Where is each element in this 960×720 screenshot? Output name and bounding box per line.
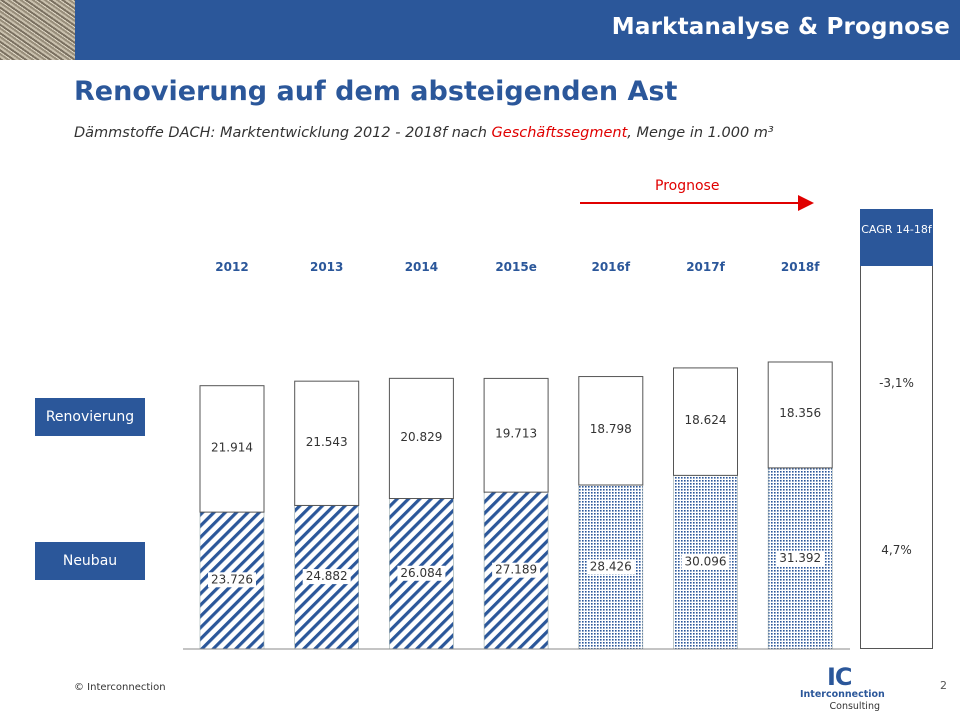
bar-renovierung-2016f: [578, 376, 644, 486]
bar-neubau-2012: [199, 511, 265, 650]
data-label-renovierung-2014: 20.829: [400, 430, 442, 444]
subtitle: Dämmstoffe DACH: Marktentwicklung 2012 -…: [74, 125, 774, 141]
header-title: Marktanalyse & Prognose: [611, 14, 950, 40]
data-label-neubau-2013: 24.882: [306, 569, 348, 583]
cagr-box: [860, 209, 933, 649]
subtitle-pre: Dämmstoffe DACH: Marktentwicklung 2012 -…: [74, 125, 492, 141]
subtitle-highlight: Geschäftssegment: [491, 125, 628, 141]
header-bar: Marktanalyse & Prognose: [0, 0, 960, 60]
cagr-renovierung: -3,1%: [879, 376, 914, 390]
prognose-label: Prognose: [655, 178, 720, 194]
cagr-neubau: 4,7%: [881, 543, 912, 557]
renovierung-label: Renovierung: [35, 398, 145, 436]
data-label-renovierung-2017f: 18.624: [685, 413, 727, 427]
neubau-label: Neubau: [35, 542, 145, 580]
data-label-neubau-2015e: 27.189: [495, 563, 537, 577]
bar-neubau-2013: [294, 505, 360, 650]
tick-label-2016f: 2016f: [591, 260, 630, 274]
bar-renovierung-2018f: [767, 361, 833, 469]
bar-neubau-2018f: [767, 467, 833, 650]
tick-label-2012: 2012: [215, 260, 248, 274]
logo-mark: IC: [827, 663, 853, 691]
logo-line2: Consulting: [829, 701, 881, 712]
tick-label-2017f: 2017f: [686, 260, 725, 274]
data-label-neubau-2018f: 31.392: [779, 551, 821, 565]
data-label-bg-neubau-2014: [397, 565, 446, 581]
tick-label-2013: 2013: [310, 260, 343, 274]
data-label-renovierung-2016f: 18.798: [590, 422, 632, 436]
data-label-renovierung-2013: 21.543: [306, 435, 348, 449]
data-label-renovierung-2015e: 19.713: [495, 427, 537, 441]
tick-label-2014: 2014: [405, 260, 438, 274]
bar-renovierung-2017f: [673, 367, 738, 476]
page-title: Renovierung auf dem absteigenden Ast: [74, 76, 678, 107]
data-label-neubau-2014: 26.084: [400, 566, 442, 580]
bar-neubau-2015e: [483, 491, 549, 650]
company-logo: IC Interconnection Consulting: [800, 663, 885, 714]
subtitle-post: , Menge in 1.000 m³: [627, 125, 774, 141]
header-photo: [0, 0, 75, 60]
bar-renovierung-2014: [388, 377, 454, 500]
logo-line1: Interconnection: [800, 689, 885, 700]
data-label-neubau-2012: 23.726: [211, 572, 253, 586]
cagr-header: CAGR 14-18f: [860, 209, 933, 266]
data-label-renovierung-2012: 21.914: [211, 440, 253, 454]
data-label-bg-neubau-2012: [208, 572, 256, 588]
data-label-neubau-2017f: 30.096: [685, 555, 727, 569]
tick-label-2015e: 2015e: [495, 260, 537, 274]
data-label-bg-neubau-2017f: [681, 554, 730, 570]
data-label-bg-neubau-2015e: [492, 562, 541, 578]
bar-neubau-2014: [389, 498, 454, 650]
data-label-renovierung-2018f: 18.356: [779, 406, 821, 420]
bar-renovierung-2015e: [483, 377, 549, 493]
bar-renovierung-2013: [294, 380, 360, 506]
data-label-neubau-2016f: 28.426: [590, 559, 632, 573]
data-label-bg-neubau-2018f: [776, 551, 825, 567]
page-number: 2: [940, 679, 947, 692]
tick-label-2018f: 2018f: [781, 260, 820, 274]
data-label-bg-neubau-2013: [302, 569, 351, 585]
bar-neubau-2017f: [673, 475, 738, 650]
bar-renovierung-2012: [199, 385, 265, 513]
footer-copyright: © Interconnection: [74, 682, 166, 693]
bar-neubau-2016f: [578, 484, 644, 650]
data-label-bg-neubau-2016f: [586, 559, 635, 575]
